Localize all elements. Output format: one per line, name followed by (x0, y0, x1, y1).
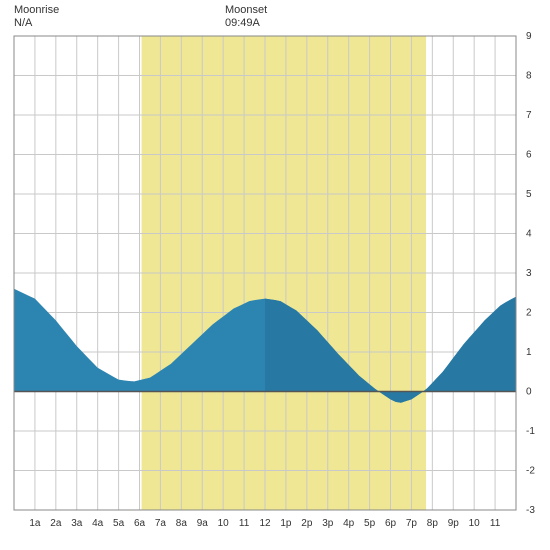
x-tick-label: 11 (490, 518, 501, 529)
x-tick-label: 4p (343, 518, 355, 529)
y-tick-label: 8 (526, 71, 532, 82)
x-tick-label: 1a (29, 518, 41, 529)
y-tick-label: 9 (526, 31, 532, 42)
y-tick-label: 4 (526, 229, 532, 240)
moonset-value: 09:49A (225, 17, 267, 30)
x-tick-label: 9a (197, 518, 209, 529)
x-tick-label: 9p (448, 518, 460, 529)
x-tick-label: 5a (113, 518, 125, 529)
moonset-header: Moonset 09:49A (225, 4, 267, 30)
x-tick-label: 5p (364, 518, 376, 529)
x-tick-label: 10 (218, 518, 230, 529)
y-tick-label: 1 (526, 347, 532, 358)
x-tick-label: 2a (50, 518, 62, 529)
y-tick-label: -3 (526, 505, 535, 516)
x-tick-label: 7p (406, 518, 418, 529)
tide-chart: 1a2a3a4a5a6a7a8a9a1011121p2p3p4p5p6p7p8p… (0, 0, 550, 550)
x-tick-label: 11 (239, 518, 250, 529)
y-tick-label: -1 (526, 426, 535, 437)
y-tick-label: 0 (526, 387, 532, 398)
x-tick-label: 8a (176, 518, 188, 529)
moonset-label: Moonset (225, 4, 267, 17)
y-tick-label: 5 (526, 189, 532, 200)
x-tick-label: 4a (92, 518, 104, 529)
moonrise-header: Moonrise N/A (14, 4, 59, 30)
moonrise-label: Moonrise (14, 4, 59, 17)
x-tick-label: 7a (155, 518, 167, 529)
x-tick-label: 8p (427, 518, 439, 529)
x-tick-label: 3a (71, 518, 83, 529)
x-tick-label: 6p (385, 518, 397, 529)
x-tick-label: 1p (280, 518, 292, 529)
y-tick-label: 2 (526, 308, 532, 319)
y-tick-label: 6 (526, 150, 532, 161)
y-tick-label: -2 (526, 466, 535, 477)
x-tick-label: 3p (322, 518, 334, 529)
y-tick-label: 7 (526, 110, 532, 121)
x-tick-label: 12 (259, 518, 271, 529)
x-tick-label: 10 (469, 518, 481, 529)
moonrise-value: N/A (14, 17, 59, 30)
x-tick-label: 2p (301, 518, 313, 529)
y-tick-label: 3 (526, 268, 532, 279)
x-tick-label: 6a (134, 518, 146, 529)
